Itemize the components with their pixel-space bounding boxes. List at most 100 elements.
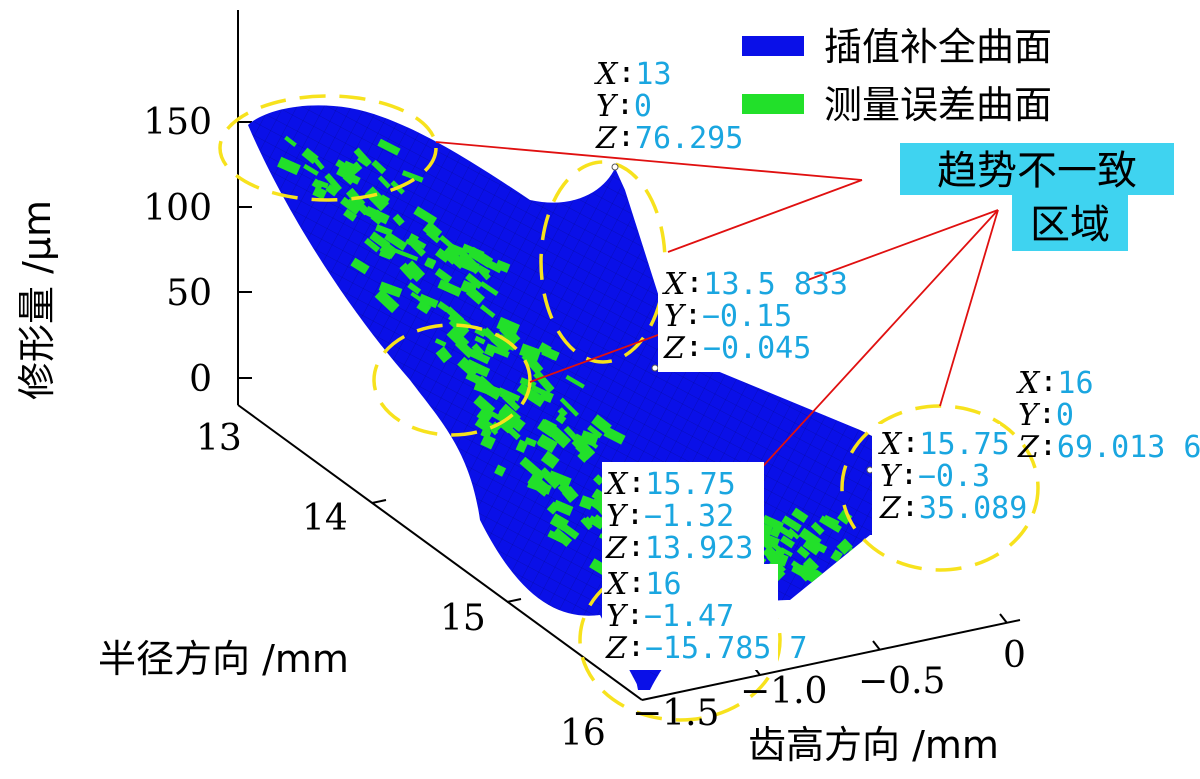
y-tick-label: 0 <box>1003 635 1026 676</box>
datatip-line: Z∶69.013 6 <box>1017 430 1200 465</box>
x-tick-label: 14 <box>302 498 348 539</box>
measured-patch <box>379 194 391 205</box>
measured-patch <box>350 257 370 275</box>
measured-patch <box>416 300 432 315</box>
measured-patch <box>471 343 485 357</box>
z-tick-label: 50 <box>166 273 212 314</box>
measured-patch <box>377 138 401 156</box>
measured-patch <box>465 286 486 305</box>
x-axis-line <box>237 404 643 701</box>
measured-patch <box>446 242 467 258</box>
measured-patch <box>593 474 605 486</box>
measured-patch <box>580 517 593 531</box>
datatip-line: X∶15.75 <box>878 427 1010 462</box>
measured-patch <box>781 515 802 532</box>
measured-patch <box>303 163 319 176</box>
datatip-line: X∶15.75 <box>604 467 736 502</box>
measured-patch <box>479 281 499 297</box>
measured-patch <box>497 387 521 402</box>
measured-patch <box>773 549 786 561</box>
z-axis-title: 修形量 /μm <box>15 200 59 400</box>
measured-patch <box>549 513 570 532</box>
measured-patch <box>343 208 358 222</box>
measured-patch <box>434 247 451 263</box>
measured-patch <box>591 414 612 434</box>
leader-line <box>939 209 999 407</box>
measured-patch <box>780 535 796 549</box>
measured-patch <box>434 338 447 347</box>
measured-patch <box>441 246 460 265</box>
annotation-text: 趋势不一致 <box>937 148 1137 194</box>
annotation-text: 区域 <box>1030 202 1110 248</box>
measured-patch <box>446 327 470 350</box>
measured-patch <box>519 343 542 362</box>
x-tick-label: 15 <box>440 598 486 639</box>
measured-patch <box>603 426 626 445</box>
annotation-leaders <box>435 141 999 501</box>
measured-patch <box>399 262 417 281</box>
datatip-line: Z∶−0.045 <box>663 331 811 366</box>
measured-patch <box>426 229 441 244</box>
region-ellipse <box>218 94 438 202</box>
measured-patch <box>507 414 526 432</box>
z-tick-label: 0 <box>189 359 212 400</box>
x-tick-mark <box>506 598 522 603</box>
measured-patch <box>521 351 544 375</box>
z-tick-label: 100 <box>143 188 212 229</box>
datatip-line: X∶16 <box>604 567 682 602</box>
datatip-marker <box>651 364 659 372</box>
measured-patch <box>787 528 800 540</box>
annotation-background <box>1012 195 1128 251</box>
measured-patch <box>494 464 507 477</box>
z-tick-marks <box>238 121 252 379</box>
measured-patch <box>411 241 426 257</box>
measured-patch <box>466 347 491 365</box>
measured-patch <box>847 547 865 563</box>
measured-patch <box>474 335 486 345</box>
measured-patch <box>475 364 491 378</box>
y-tick-label: −1.0 <box>740 671 827 712</box>
datatip-marker <box>611 163 619 171</box>
measured-patch <box>547 425 572 449</box>
measured-patch <box>490 386 502 399</box>
measured-patch <box>437 279 463 297</box>
leader-line <box>667 179 863 253</box>
datatip: X∶16Y∶−1.47Z∶−15.785 7 <box>604 567 807 666</box>
measured-patch <box>524 437 537 448</box>
measured-patch <box>465 371 486 387</box>
datatip-line: X∶16 <box>1016 366 1094 401</box>
measured-patch <box>519 377 537 389</box>
datatip-line: Y∶−0.3 <box>880 459 990 494</box>
measured-patch <box>340 196 361 215</box>
measured-patch <box>422 221 443 241</box>
measured-patch <box>587 515 605 530</box>
measured-patch <box>836 538 853 555</box>
measured-patch <box>551 527 573 548</box>
measured-patch <box>577 449 591 463</box>
measured-patch <box>490 332 513 355</box>
measured-patch <box>465 272 483 290</box>
measured-patch <box>392 213 405 227</box>
measured-patch <box>324 173 342 192</box>
inconsistent-trend-annotation: 趋势不一致 区域 <box>900 143 1174 251</box>
measured-patch <box>377 175 391 189</box>
measured-patch <box>479 304 496 318</box>
measured-patch <box>437 300 450 313</box>
measured-patch <box>579 495 594 510</box>
measured-patch <box>371 159 387 175</box>
measured-patch <box>761 514 784 531</box>
measured-patch <box>378 281 403 298</box>
measured-patch <box>546 501 560 515</box>
measured-patch <box>370 209 386 225</box>
measured-patch <box>557 407 568 418</box>
datatip-line: Z∶76.295 <box>595 121 743 156</box>
measured-patch <box>342 170 357 186</box>
measured-patch <box>414 239 427 250</box>
measured-patch <box>369 231 391 250</box>
y-axis-line <box>641 619 1021 701</box>
measured-patch <box>384 231 408 251</box>
measured-patch <box>413 206 438 226</box>
datatip-line: Z∶−15.785 7 <box>605 631 807 666</box>
